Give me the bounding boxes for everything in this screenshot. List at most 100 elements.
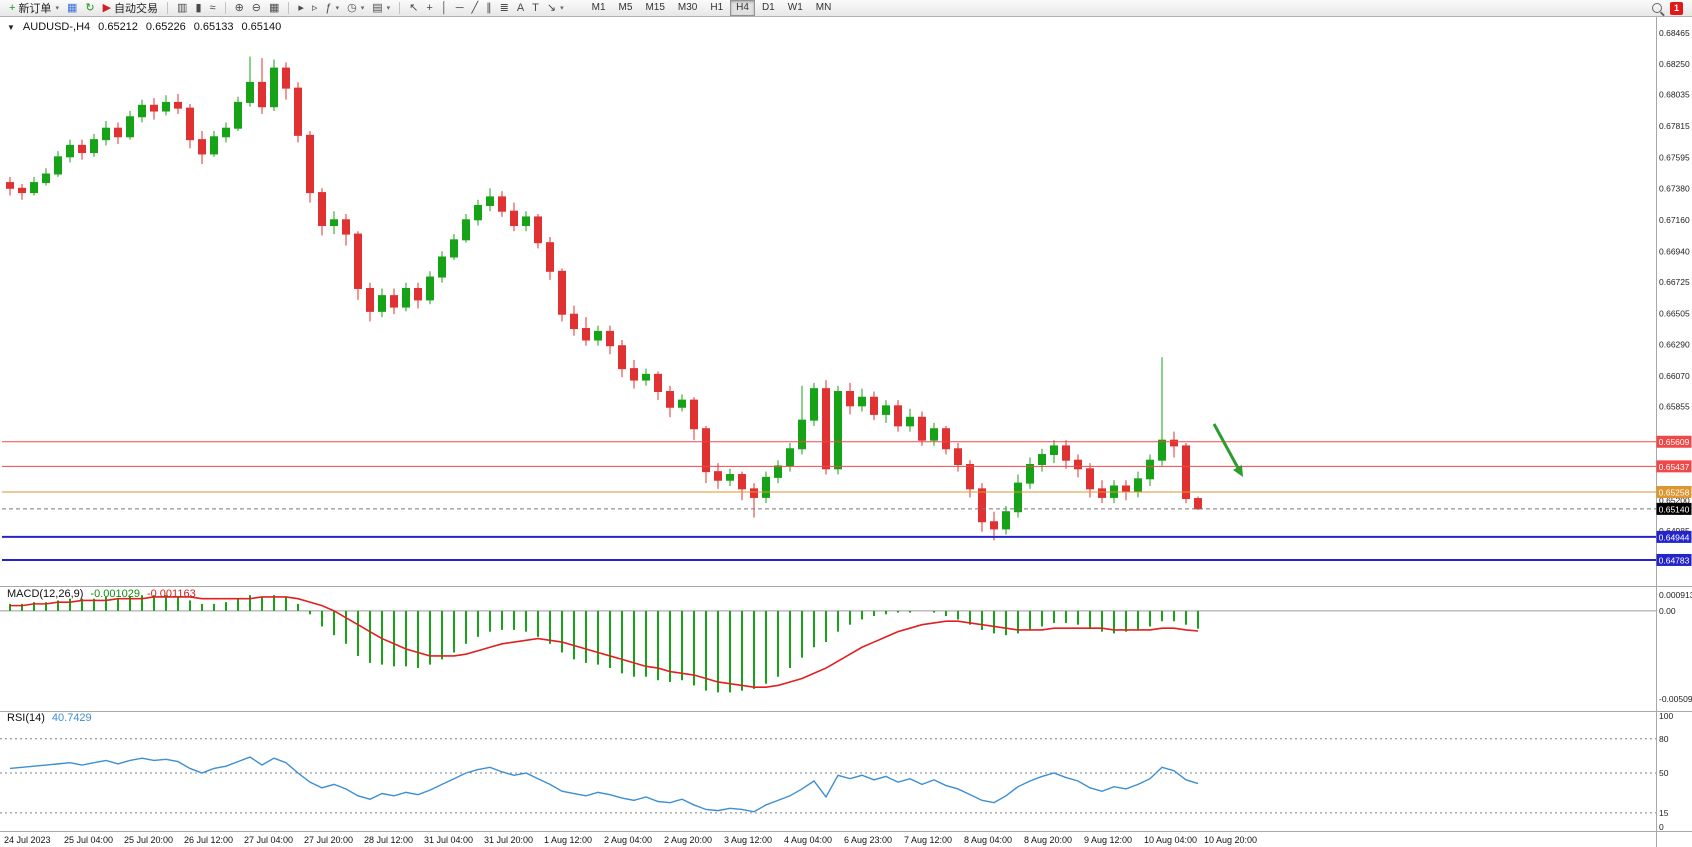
zoom-in-button[interactable]: ⊕ bbox=[231, 1, 248, 16]
line-chart-button[interactable]: ≈ bbox=[206, 1, 220, 16]
charts-window-button[interactable]: ▦ bbox=[63, 1, 81, 16]
candle-body bbox=[162, 101, 170, 112]
timeframe-h1-button[interactable]: H1 bbox=[710, 2, 724, 13]
candle-body bbox=[366, 287, 374, 312]
timeframe-d1-button[interactable]: D1 bbox=[761, 2, 775, 13]
text-label-icon: T bbox=[532, 1, 539, 14]
chart-shift-button[interactable]: ▹ bbox=[308, 1, 322, 16]
toolbar-separator bbox=[399, 2, 401, 14]
candle-body bbox=[174, 101, 182, 109]
notification-badge[interactable]: 1 bbox=[1670, 1, 1683, 15]
dropdown-arrow-icon: ▾ bbox=[360, 5, 365, 12]
candle-body bbox=[6, 182, 14, 189]
toolbar-group-trade: + 新订单 ▾ ▦ ↻ ▶ 自动交易 bbox=[5, 1, 162, 16]
candle-body bbox=[726, 474, 734, 481]
toolbar-group-chart-controls: ▸ ▹ ƒ ▾ ◷ ▾ ▤ ▾ bbox=[294, 1, 394, 16]
candle-body bbox=[114, 127, 122, 138]
candle-body bbox=[354, 233, 362, 289]
arrows-button[interactable]: ↘ ▾ bbox=[543, 1, 568, 16]
price-axis-labels: 0.68465 0.68250 0.68035 0.67815 0.67595 0.673… bbox=[1659, 28, 1690, 536]
candle-body bbox=[66, 144, 74, 158]
chart-canvas[interactable]: 0.68465 0.68250 0.68035 0.67815 0.67595 0.673… bbox=[0, 17, 1692, 847]
bar-chart-icon: ▥ bbox=[177, 1, 188, 14]
tile-windows-button[interactable]: ▦ bbox=[265, 1, 283, 16]
equidistant-channel-button[interactable]: ∥ bbox=[482, 1, 496, 16]
candle-body bbox=[1182, 445, 1190, 500]
chart-shift-icon: ▹ bbox=[311, 1, 318, 14]
trendline-button[interactable]: ╱ bbox=[467, 1, 482, 16]
timeframe-h4-button[interactable]: H4 bbox=[730, 0, 755, 16]
charts-window-icon: ▦ bbox=[66, 1, 78, 14]
level-price-text: 0.65437 bbox=[1659, 462, 1690, 472]
templates-icon: ▤ bbox=[372, 1, 383, 14]
level-lines: 0.65609 0.65437 0.65258 0.64944 0.64783 bbox=[2, 435, 1692, 566]
timeframe-mn-button[interactable]: MN bbox=[815, 2, 832, 13]
candles bbox=[6, 56, 1202, 541]
level-price-badge bbox=[1656, 485, 1692, 498]
candle-body bbox=[78, 144, 86, 154]
periods-button[interactable]: ◷ ▾ bbox=[343, 1, 368, 16]
crosshair-button[interactable]: + bbox=[422, 1, 436, 16]
zoom-in-icon: ⊕ bbox=[234, 1, 244, 14]
candle-body bbox=[1194, 498, 1202, 510]
timeframe-m15-button[interactable]: M15 bbox=[645, 2, 665, 13]
macd-signal-value: -0.001163 bbox=[146, 588, 196, 600]
svg-text:0.67595: 0.67595 bbox=[1659, 153, 1690, 163]
horizontal-line-button[interactable]: ─ bbox=[452, 1, 468, 16]
svg-text:2 Aug 04:00: 2 Aug 04:00 bbox=[604, 835, 652, 845]
current-price-text: 0.65140 bbox=[1659, 504, 1690, 514]
candle-body bbox=[762, 476, 770, 498]
search-icon[interactable] bbox=[1652, 3, 1662, 13]
dropdown-arrow-icon: ▾ bbox=[386, 5, 391, 12]
candle-body bbox=[990, 521, 998, 530]
equidistant-channel-icon: ∥ bbox=[486, 1, 492, 14]
timeframe-w1-button[interactable]: W1 bbox=[787, 2, 803, 13]
templates-button[interactable]: ▤ ▾ bbox=[368, 1, 394, 16]
macd-title: MACD(12,26,9) bbox=[7, 588, 84, 600]
toolbar-right: 1 bbox=[1652, 1, 1687, 15]
svg-text:10 Aug 20:00: 10 Aug 20:00 bbox=[1204, 835, 1257, 845]
svg-text:0.66725: 0.66725 bbox=[1659, 277, 1690, 287]
candle-body bbox=[414, 287, 422, 301]
bar-chart-button[interactable]: ▥ bbox=[173, 1, 191, 16]
candle-body bbox=[210, 136, 218, 155]
zoom-out-button[interactable]: ⊖ bbox=[248, 1, 265, 16]
candlestick-chart-button[interactable]: ▮ bbox=[191, 1, 205, 16]
candle-body bbox=[1158, 439, 1166, 461]
chart-collapse-button[interactable]: ▼ bbox=[7, 22, 15, 32]
candle-body bbox=[954, 448, 962, 466]
svg-text:25 Jul 04:00: 25 Jul 04:00 bbox=[64, 835, 113, 845]
fibonacci-button[interactable]: ≣ bbox=[496, 1, 513, 16]
indicators-button[interactable]: ƒ ▾ bbox=[321, 1, 343, 16]
vertical-line-button[interactable]: │ bbox=[437, 1, 452, 16]
candle-body bbox=[426, 276, 434, 301]
candle-body bbox=[858, 396, 866, 407]
text-button[interactable]: A bbox=[513, 1, 528, 16]
annotation-arrow[interactable] bbox=[1212, 423, 1243, 477]
text-icon: A bbox=[516, 1, 525, 14]
candle-body bbox=[102, 127, 110, 141]
svg-text:50: 50 bbox=[1659, 768, 1669, 778]
zoom-out-icon: ⊖ bbox=[251, 1, 261, 14]
crosshair-icon: + bbox=[426, 1, 433, 14]
fibonacci-icon: ≣ bbox=[499, 1, 509, 14]
refresh-button[interactable]: ↻ bbox=[81, 1, 98, 16]
cursor-button[interactable]: ↖ bbox=[405, 1, 422, 16]
candle-body bbox=[294, 87, 302, 136]
toolbar-separator bbox=[167, 2, 169, 14]
timeframe-m5-button[interactable]: M5 bbox=[618, 2, 633, 13]
candle-body bbox=[222, 127, 230, 138]
auto-trading-button[interactable]: ▶ 自动交易 bbox=[99, 1, 162, 16]
candle-body bbox=[942, 428, 950, 450]
timeframe-m30-button[interactable]: M30 bbox=[677, 2, 698, 13]
candle-body bbox=[126, 116, 134, 138]
svg-text:0: 0 bbox=[1659, 822, 1664, 832]
candle-body bbox=[42, 173, 50, 184]
new-order-button[interactable]: + 新订单 ▾ bbox=[5, 1, 63, 16]
candle-body bbox=[486, 196, 494, 206]
timeframe-m1-button[interactable]: M1 bbox=[591, 2, 606, 13]
svg-text:1 Aug 12:00: 1 Aug 12:00 bbox=[544, 835, 592, 845]
text-label-button[interactable]: T bbox=[528, 1, 543, 16]
auto-scroll-button[interactable]: ▸ bbox=[294, 1, 308, 16]
candle-body bbox=[894, 405, 902, 427]
